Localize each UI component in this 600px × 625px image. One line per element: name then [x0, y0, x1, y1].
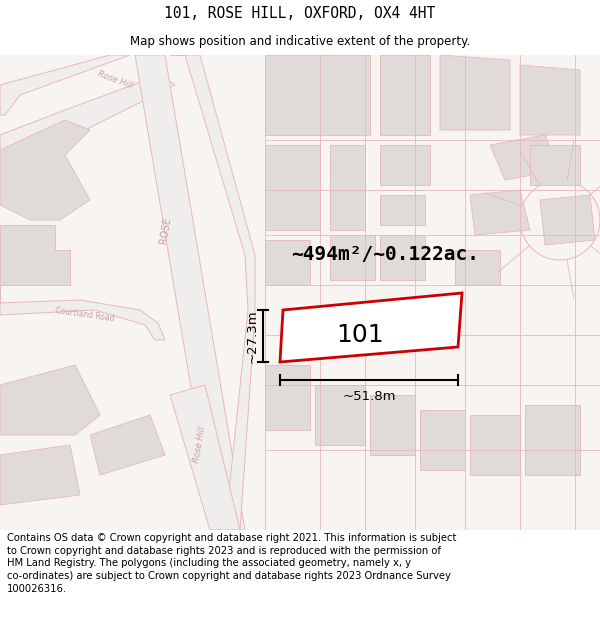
- Polygon shape: [0, 225, 70, 285]
- Polygon shape: [520, 180, 600, 260]
- Polygon shape: [0, 365, 100, 435]
- Text: ~27.3m: ~27.3m: [246, 309, 259, 362]
- Polygon shape: [0, 120, 90, 220]
- Polygon shape: [380, 55, 430, 135]
- Polygon shape: [315, 385, 365, 445]
- Text: Contains OS data © Crown copyright and database right 2021. This information is : Contains OS data © Crown copyright and d…: [7, 533, 457, 594]
- Text: Map shows position and indicative extent of the property.: Map shows position and indicative extent…: [130, 35, 470, 48]
- Polygon shape: [265, 145, 320, 230]
- Polygon shape: [265, 55, 370, 135]
- Polygon shape: [520, 65, 580, 135]
- Text: ~51.8m: ~51.8m: [342, 390, 396, 403]
- Polygon shape: [440, 55, 510, 130]
- Polygon shape: [455, 250, 500, 285]
- Polygon shape: [170, 55, 255, 530]
- Polygon shape: [265, 365, 310, 430]
- Polygon shape: [135, 55, 245, 530]
- Polygon shape: [330, 235, 375, 280]
- Polygon shape: [380, 195, 425, 225]
- Text: 101: 101: [336, 323, 384, 347]
- Polygon shape: [0, 75, 175, 170]
- Text: ROSE: ROSE: [158, 216, 172, 244]
- Polygon shape: [0, 55, 130, 115]
- Polygon shape: [525, 405, 580, 475]
- Polygon shape: [380, 235, 425, 280]
- Polygon shape: [470, 415, 520, 475]
- Polygon shape: [265, 240, 310, 285]
- Text: Rose Hill: Rose Hill: [193, 426, 208, 464]
- Polygon shape: [0, 445, 80, 505]
- Polygon shape: [90, 415, 165, 475]
- Polygon shape: [420, 410, 465, 470]
- Polygon shape: [470, 190, 530, 235]
- Polygon shape: [0, 285, 165, 340]
- Polygon shape: [370, 395, 415, 455]
- Polygon shape: [540, 195, 595, 245]
- Polygon shape: [280, 293, 462, 362]
- Text: Rose Hill: Rose Hill: [97, 69, 134, 91]
- Polygon shape: [170, 385, 240, 530]
- Polygon shape: [530, 145, 580, 185]
- Text: Courtland Road: Courtland Road: [55, 306, 115, 324]
- Polygon shape: [380, 145, 430, 185]
- Polygon shape: [330, 145, 365, 230]
- Text: 101, ROSE HILL, OXFORD, OX4 4HT: 101, ROSE HILL, OXFORD, OX4 4HT: [164, 6, 436, 21]
- Text: ~494m²/~0.122ac.: ~494m²/~0.122ac.: [291, 246, 479, 264]
- Polygon shape: [490, 135, 560, 180]
